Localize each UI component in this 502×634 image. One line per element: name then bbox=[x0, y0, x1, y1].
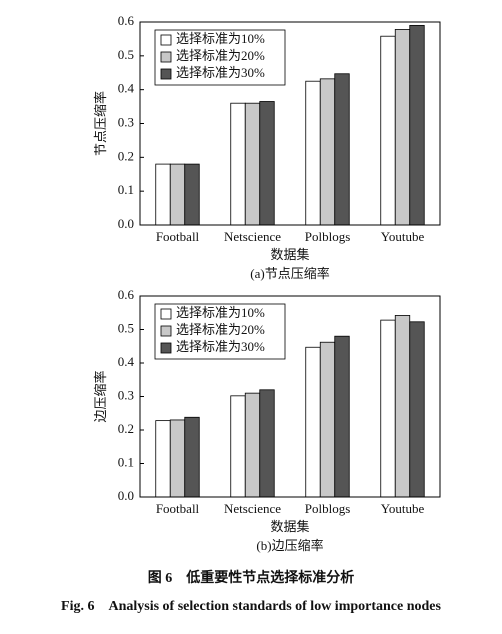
y-axis-label: 节点压缩率 bbox=[93, 91, 108, 156]
y-tick-label: 0.5 bbox=[118, 320, 134, 335]
bar bbox=[230, 102, 246, 226]
bar bbox=[169, 163, 186, 226]
x-tick-label: Netscience bbox=[224, 229, 281, 244]
y-tick-label: 0.6 bbox=[118, 287, 135, 302]
bar bbox=[169, 419, 186, 498]
legend-swatch bbox=[160, 34, 172, 46]
bar bbox=[394, 315, 411, 498]
y-tick-label: 0.1 bbox=[118, 182, 134, 197]
y-tick-label: 0.0 bbox=[118, 216, 134, 231]
bar bbox=[334, 73, 350, 226]
y-axis-label: 边压缩率 bbox=[93, 370, 108, 422]
x-tick-label: Polblogs bbox=[305, 501, 351, 516]
y-tick-label: 0.3 bbox=[118, 114, 134, 129]
x-tick-label: Football bbox=[156, 501, 200, 516]
bar bbox=[319, 341, 336, 498]
legend-box bbox=[154, 303, 286, 360]
bar bbox=[319, 78, 336, 226]
legend-label: 选择标准为20% bbox=[176, 48, 265, 63]
bar bbox=[184, 416, 200, 498]
y-tick-label: 0.1 bbox=[118, 454, 134, 469]
bar bbox=[244, 392, 261, 498]
bar bbox=[244, 102, 261, 226]
bar bbox=[409, 321, 425, 498]
caption-cn: 图 6 低重要性节点选择标准分析 bbox=[148, 569, 355, 586]
caption-en: Fig. 6 Analysis of selection standards o… bbox=[61, 599, 441, 614]
bar bbox=[259, 101, 275, 226]
x-tick-label: Football bbox=[156, 229, 200, 244]
bar bbox=[184, 163, 200, 226]
x-axis-label: 数据集 bbox=[270, 519, 309, 534]
legend-swatch bbox=[160, 51, 172, 63]
bar bbox=[380, 319, 396, 498]
legend-label: 选择标准为20% bbox=[176, 322, 265, 337]
legend-label: 选择标准为10% bbox=[176, 305, 265, 320]
y-tick-label: 0.2 bbox=[118, 421, 134, 436]
legend-label: 选择标准为10% bbox=[176, 31, 265, 46]
legend-swatch bbox=[160, 308, 172, 320]
subtitle: (a)节点压缩率 bbox=[250, 266, 329, 281]
bar bbox=[380, 35, 396, 226]
y-tick-label: 0.4 bbox=[118, 81, 135, 96]
bar bbox=[259, 389, 275, 498]
legend-swatch bbox=[160, 325, 172, 337]
subtitle: (b)边压缩率 bbox=[256, 538, 323, 553]
x-tick-label: Netscience bbox=[224, 501, 281, 516]
y-tick-label: 0.6 bbox=[118, 13, 135, 28]
bar bbox=[230, 395, 246, 498]
x-tick-label: Polblogs bbox=[305, 229, 351, 244]
x-axis-label: 数据集 bbox=[270, 247, 309, 262]
legend-label: 选择标准为30% bbox=[176, 339, 265, 354]
y-tick-label: 0.4 bbox=[118, 354, 135, 369]
y-tick-label: 0.2 bbox=[118, 148, 134, 163]
bar bbox=[155, 163, 171, 226]
legend-box bbox=[154, 29, 286, 86]
bar bbox=[334, 335, 350, 498]
y-tick-label: 0.5 bbox=[118, 47, 134, 62]
x-tick-label: Youtube bbox=[381, 501, 425, 516]
bar bbox=[409, 24, 425, 226]
y-tick-label: 0.0 bbox=[118, 488, 134, 503]
bar bbox=[155, 420, 171, 498]
bar bbox=[305, 346, 321, 498]
x-tick-label: Youtube bbox=[381, 229, 425, 244]
legend-swatch bbox=[160, 342, 172, 354]
y-tick-label: 0.3 bbox=[118, 387, 134, 402]
bar bbox=[394, 29, 411, 226]
legend-swatch bbox=[160, 68, 172, 80]
bar bbox=[305, 80, 321, 226]
legend-label: 选择标准为30% bbox=[176, 65, 265, 80]
